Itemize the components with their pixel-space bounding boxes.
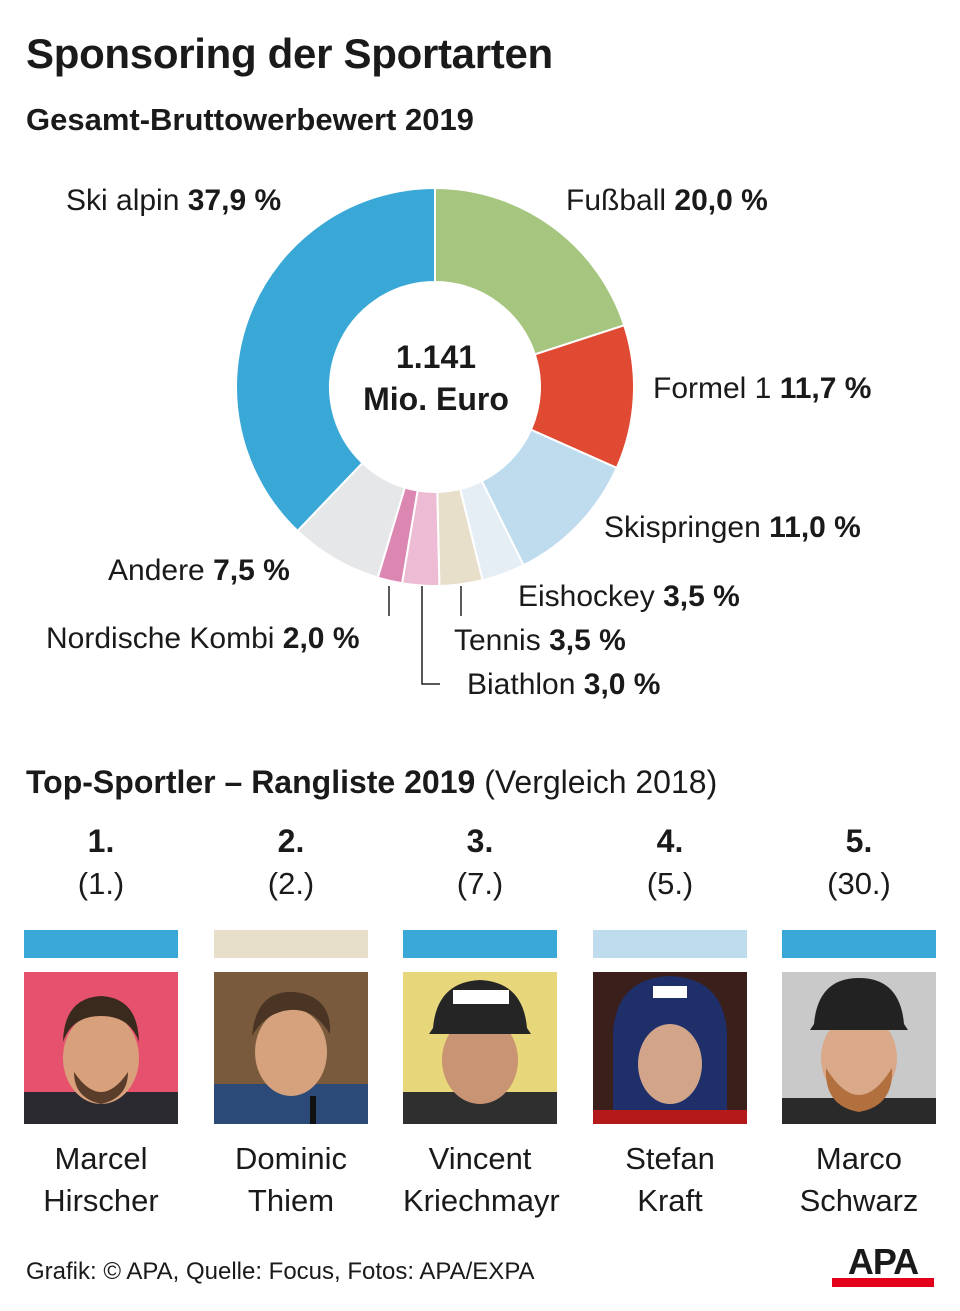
rank-2018: (2.) — [267, 866, 315, 901]
apa-logo-text: APA — [848, 1244, 919, 1282]
label-value: 3,5 % — [663, 580, 740, 613]
athlete-card: 4. (5.) Stefan Kraft — [593, 820, 747, 1222]
athlete-photo — [403, 972, 557, 1124]
athlete-photo — [593, 972, 747, 1124]
athlete-name: Marcel Hirscher — [43, 1141, 159, 1218]
label-name: Fußball — [566, 184, 667, 217]
athlete-name: Dominic Thiem — [235, 1141, 347, 1218]
label-value: 7,5 % — [213, 554, 290, 587]
athlete-name: Marco Schwarz — [799, 1141, 919, 1218]
label-value: 2,0 % — [282, 622, 360, 655]
label-biathlon: Biathlon 3,0 % — [467, 668, 660, 702]
donut-chart — [235, 186, 635, 685]
donut-center-total: 1.141 Mio. Euro — [336, 336, 536, 420]
chart-subtitle: Gesamt-Bruttowerbewert 2019 — [26, 102, 474, 137]
ranking-title-main: Top-Sportler – Rangliste 2019 — [26, 764, 476, 800]
label-nordische-kombi: Nordische Kombi 2,0 % — [46, 622, 360, 656]
sport-color-bar — [214, 930, 368, 958]
sport-color-bar — [593, 930, 747, 958]
ranking-title: Top-Sportler – Rangliste 2019 (Vergleich… — [26, 764, 717, 801]
label-value: 11,7 % — [779, 372, 872, 405]
athlete-photo — [214, 972, 368, 1124]
athlete-name: Vincent Kriechmayr — [403, 1141, 560, 1218]
label-value: 3,0 % — [583, 668, 661, 701]
label-name: Formel 1 — [653, 372, 772, 405]
rank-2019: 2. — [277, 823, 305, 859]
apa-logo-underline — [832, 1278, 934, 1287]
label-eishockey: Eishockey 3,5 % — [518, 580, 740, 614]
label-name: Biathlon — [467, 668, 576, 701]
leader-biathlon — [421, 586, 440, 685]
athlete-card: 3. (7.) Vincent Kriechmayr — [403, 820, 560, 1222]
label-formel-1: Formel 1 11,7 % — [653, 372, 871, 406]
athlete-photo — [782, 972, 936, 1124]
sport-color-bar — [24, 930, 178, 958]
slice-ski-alpin — [235, 186, 436, 533]
rank-2018: (7.) — [456, 866, 504, 901]
athlete-card: 1. (1.) Marcel Hirscher — [24, 820, 178, 1222]
label-value: 3,5 % — [549, 624, 626, 657]
apa-logo: APA — [832, 1244, 934, 1287]
page-title: Sponsoring der Sportarten — [26, 30, 553, 77]
sport-color-bar — [403, 930, 557, 958]
rank-2019: 4. — [656, 823, 684, 859]
slice-fußball — [434, 186, 626, 356]
label-fussball: Fußball 20,0 % — [566, 184, 768, 218]
label-ski-alpin: Ski alpin 37,9 % — [66, 184, 281, 218]
label-andere: Andere 7,5 % — [108, 554, 290, 588]
label-value: 11,0 % — [769, 511, 861, 544]
rank-2018: (5.) — [646, 866, 694, 901]
label-value: 20,0 % — [674, 184, 768, 217]
label-skispringen: Skispringen 11,0 % — [604, 511, 861, 545]
rank-2019: 3. — [466, 823, 494, 859]
athlete-name: Stefan Kraft — [625, 1141, 715, 1218]
athlete-photo — [24, 972, 178, 1124]
rank-2018: (1.) — [77, 866, 125, 901]
label-name: Andere — [108, 554, 205, 587]
total-unit: Mio. Euro — [363, 381, 509, 417]
sport-color-bar — [782, 930, 936, 958]
label-name: Eishockey — [518, 580, 655, 613]
label-name: Nordische Kombi — [46, 622, 275, 655]
ranking-title-comparison: (Vergleich 2018) — [484, 764, 718, 800]
label-name: Tennis — [454, 624, 541, 657]
athlete-card: 2. (2.) Dominic Thiem — [214, 820, 368, 1222]
total-value: 1.141 — [395, 339, 477, 375]
rank-2018: (30.) — [827, 866, 891, 901]
label-value: 37,9 % — [187, 184, 282, 217]
label-name: Skispringen — [604, 511, 761, 544]
athlete-card: 5. (30.) Marco Schwarz — [782, 820, 936, 1222]
label-name: Ski alpin — [66, 184, 180, 217]
label-tennis: Tennis 3,5 % — [454, 624, 626, 658]
rank-2019: 1. — [87, 823, 115, 859]
rank-2019: 5. — [845, 823, 873, 859]
footer-credits: Grafik: © APA, Quelle: Focus, Fotos: APA… — [26, 1258, 535, 1285]
